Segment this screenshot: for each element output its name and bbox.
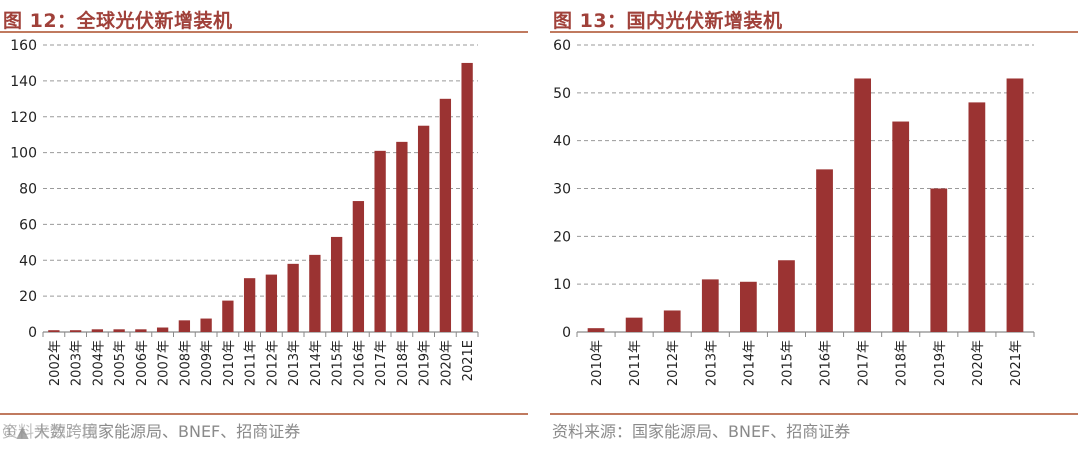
x-tick-label: 2015年 bbox=[331, 340, 346, 386]
source-note: 资料来源：国家能源局、BNEF、招商证券 bbox=[2, 422, 301, 441]
title-rule bbox=[550, 31, 1078, 33]
bar bbox=[461, 62, 473, 332]
bar bbox=[396, 141, 408, 332]
x-tick-label: 2014年 bbox=[742, 340, 757, 386]
bar bbox=[243, 278, 256, 332]
bar bbox=[113, 329, 125, 332]
x-tick-label: 2021E bbox=[461, 340, 476, 381]
x-tick-label: 2017年 bbox=[857, 340, 872, 386]
footer-rule bbox=[550, 413, 1078, 415]
title-rule bbox=[0, 31, 528, 33]
bar bbox=[265, 274, 278, 332]
x-tick-label: 2006年 bbox=[135, 340, 150, 386]
x-tick-label: 2010年 bbox=[590, 340, 605, 386]
bar bbox=[968, 102, 986, 333]
y-tick-label: 140 bbox=[10, 74, 37, 90]
global-pv-bar-chart: 0 20 40 60 80 100 120 140 160 2002年 2003年 2004年 2005… bbox=[10, 38, 479, 386]
source-note: 资料来源：国家能源局、BNEF、招商证券 bbox=[552, 422, 851, 441]
x-tick-label: 2018年 bbox=[895, 340, 910, 386]
bar bbox=[1006, 78, 1024, 332]
x-tick-label: 2007年 bbox=[157, 340, 172, 386]
y-tick-label: 160 bbox=[10, 38, 37, 54]
y-tick-label: 30 bbox=[553, 182, 571, 198]
x-tick-label: 2016年 bbox=[819, 340, 834, 386]
x-tick-label: 2020年 bbox=[439, 340, 454, 386]
figure-title: 图 13：国内光伏新增装机 bbox=[553, 10, 783, 32]
y-tick-label: 120 bbox=[10, 110, 37, 126]
domestic-pv-bar-chart: 0 10 20 30 40 50 60 2010年 2011年 2012年 2013年 2014年 20… bbox=[553, 38, 1035, 386]
x-tick-label: 2002年 bbox=[48, 340, 63, 386]
bar bbox=[930, 188, 948, 332]
y-tick-label: 10 bbox=[553, 277, 571, 293]
x-tick-label: 2020年 bbox=[971, 340, 986, 386]
bar bbox=[417, 125, 430, 332]
bar bbox=[439, 98, 452, 332]
y-tick-label: 60 bbox=[553, 38, 571, 54]
y-tick-label: 100 bbox=[10, 146, 37, 162]
bar bbox=[69, 330, 82, 332]
bar bbox=[663, 310, 681, 332]
bar bbox=[701, 279, 719, 332]
bar bbox=[222, 300, 234, 332]
x-tick-label: 2009年 bbox=[200, 340, 215, 386]
watermark: ①▲ 大数跨境 bbox=[2, 418, 98, 442]
y-tick-label: 0 bbox=[562, 325, 571, 341]
x-tick-label: 2018年 bbox=[396, 340, 411, 386]
bar bbox=[587, 328, 605, 332]
bar bbox=[352, 201, 365, 332]
bar bbox=[739, 281, 757, 332]
x-tick-label: 2019年 bbox=[933, 340, 948, 386]
x-tick-label: 2014年 bbox=[309, 340, 324, 386]
bar bbox=[200, 318, 212, 332]
x-tick-label: 2010年 bbox=[222, 340, 237, 386]
y-tick-label: 0 bbox=[28, 325, 37, 341]
x-tick-label: 2011年 bbox=[244, 340, 259, 386]
bar bbox=[91, 329, 104, 332]
chart-panel-domestic: 图 13：国内光伏新增装机 0 10 20 30 40 50 60 2010年 2011年 201… bbox=[550, 0, 1080, 451]
x-tick-label: 2019年 bbox=[418, 340, 433, 386]
bar bbox=[374, 150, 386, 332]
x-tick-label: 2003年 bbox=[70, 340, 85, 386]
y-tick-label: 20 bbox=[19, 289, 37, 305]
bar bbox=[892, 121, 910, 333]
bar bbox=[135, 329, 147, 332]
footer-rule bbox=[0, 413, 528, 415]
y-tick-label: 20 bbox=[553, 229, 571, 245]
bar bbox=[778, 260, 795, 332]
bar bbox=[287, 263, 299, 332]
bar bbox=[330, 236, 343, 332]
chart-panel-global: 图 12：全球光伏新增装机 0 20 40 60 80 100 120 140 160 2002年… bbox=[0, 0, 530, 451]
x-tick-label: 2008年 bbox=[178, 340, 193, 386]
x-tick-label: 2004年 bbox=[91, 340, 106, 386]
figure-title: 图 12：全球光伏新增装机 bbox=[3, 10, 233, 32]
x-tick-label: 2011年 bbox=[628, 340, 643, 386]
bar bbox=[48, 330, 60, 332]
x-tick-label: 2016年 bbox=[352, 340, 367, 386]
bar bbox=[309, 254, 321, 332]
y-tick-label: 50 bbox=[553, 86, 571, 102]
bar bbox=[178, 320, 191, 332]
x-tick-label: 2021年 bbox=[1009, 340, 1024, 386]
x-tick-label: 2017年 bbox=[374, 340, 389, 386]
x-tick-label: 2013年 bbox=[287, 340, 302, 386]
x-tick-label: 2012年 bbox=[666, 340, 681, 386]
x-tick-label: 2012年 bbox=[265, 340, 280, 386]
x-tick-label: 2015年 bbox=[780, 340, 795, 386]
y-tick-label: 40 bbox=[19, 253, 37, 269]
bar bbox=[156, 327, 169, 332]
bar bbox=[854, 78, 872, 332]
bar bbox=[816, 169, 833, 332]
y-tick-label: 80 bbox=[19, 182, 37, 198]
x-tick-label: 2005年 bbox=[113, 340, 128, 386]
y-tick-label: 40 bbox=[553, 134, 571, 150]
bar bbox=[625, 317, 643, 332]
x-tick-label: 2013年 bbox=[704, 340, 719, 386]
y-tick-label: 60 bbox=[19, 217, 37, 233]
